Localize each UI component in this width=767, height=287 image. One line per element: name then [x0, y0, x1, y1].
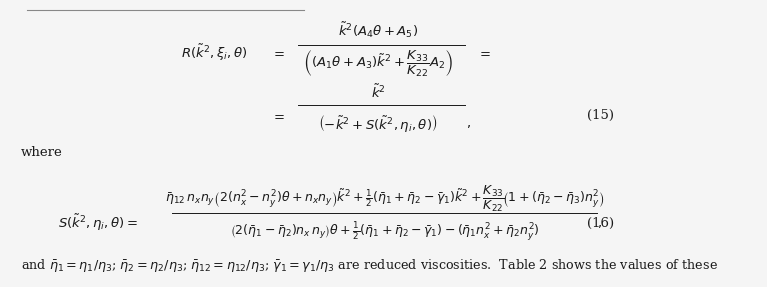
Text: $\tilde{k}^2$: $\tilde{k}^2$	[370, 84, 386, 101]
Text: $\left(2(\bar{\eta}_1 - \bar{\eta}_2)n_x\,n_y\right)\theta + \frac{1}{2}(\bar{\e: $\left(2(\bar{\eta}_1 - \bar{\eta}_2)n_x…	[229, 220, 539, 243]
Text: $\left(-\tilde{k}^2 + S(\tilde{k}^2, \eta_i, \theta)\right)$: $\left(-\tilde{k}^2 + S(\tilde{k}^2, \et…	[318, 113, 438, 134]
Text: $=$: $=$	[477, 46, 492, 59]
Text: $\tilde{k}^2\left(A_4\theta + A_5\right)$: $\tilde{k}^2\left(A_4\theta + A_5\right)…	[338, 20, 418, 40]
Text: $\left(\left(A_1\theta + A_3\right)\tilde{k}^2 + \dfrac{K_{33}}{K_{22}}A_2\right: $\left(\left(A_1\theta + A_3\right)\tild…	[303, 49, 453, 79]
Text: $R(\tilde{k}^2, \xi_i, \theta)$: $R(\tilde{k}^2, \xi_i, \theta)$	[181, 42, 247, 63]
Text: where: where	[21, 146, 62, 158]
Text: (16): (16)	[587, 217, 614, 230]
Text: and $\bar{\eta}_1 = \eta_1/\eta_3$; $\bar{\eta}_2 = \eta_2/\eta_3$; $\bar{\eta}_: and $\bar{\eta}_1 = \eta_1/\eta_3$; $\ba…	[21, 257, 718, 274]
Text: (15): (15)	[587, 108, 614, 122]
Text: $\bar{\eta}_{12}\,n_x n_y\left(2(n_x^2 - n_y^2)\theta + n_x n_y\right)\tilde{k}^: $\bar{\eta}_{12}\,n_x n_y\left(2(n_x^2 -…	[165, 184, 604, 214]
Text: $=$: $=$	[272, 108, 285, 122]
Text: $,$: $,$	[597, 217, 601, 230]
Text: $S(\tilde{k}^2, \eta_i, \theta) =$: $S(\tilde{k}^2, \eta_i, \theta) =$	[58, 213, 138, 233]
Text: $,$: $,$	[466, 117, 471, 130]
Text: $=$: $=$	[272, 46, 285, 59]
